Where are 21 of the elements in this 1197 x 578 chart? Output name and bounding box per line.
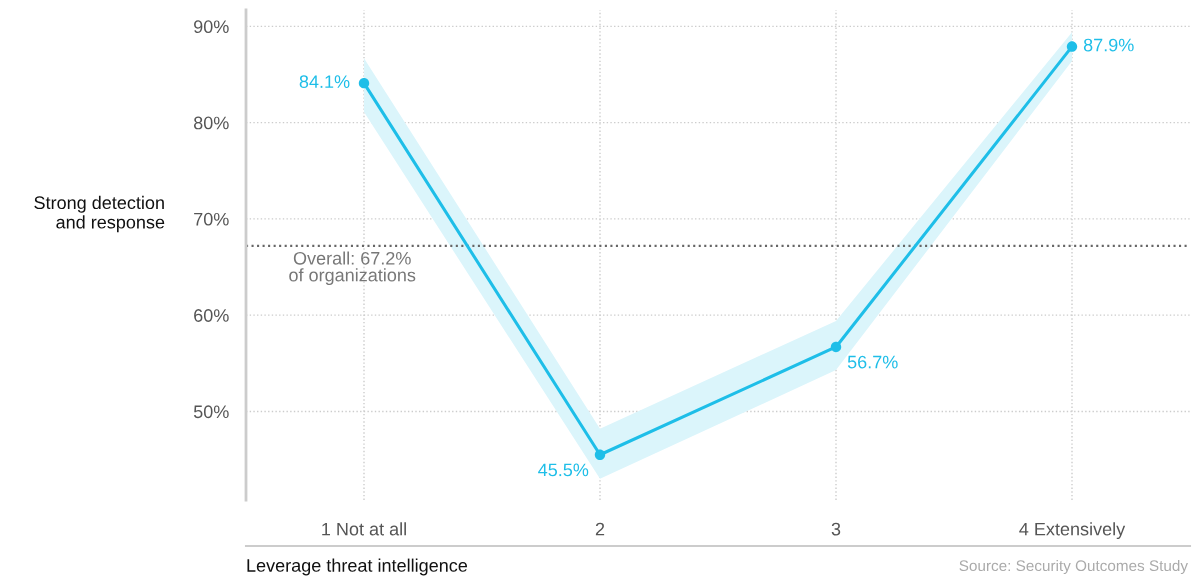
- text: 45.5%: [538, 463, 589, 477]
- ref-line-label: Overall: 67.2% of organizations: [289, 251, 416, 286]
- text: 84.1%: [299, 75, 350, 89]
- source-note: Source: Security Outcomes Study: [959, 559, 1188, 575]
- x-tick-label: 4 Extensively: [1019, 522, 1126, 540]
- y-axis-title: Strong detection and response: [34, 195, 165, 233]
- y-tick-label: 90%: [194, 20, 229, 34]
- y-tick-label: 50%: [193, 405, 229, 419]
- x-tick-label: 1 Not at all: [322, 522, 406, 536]
- point: [358, 77, 370, 89]
- point: [1066, 41, 1078, 52]
- y-tick-label: 70%: [194, 212, 229, 226]
- y-tick-label: 80%: [193, 116, 229, 130]
- y-tick-label: 60%: [194, 309, 229, 322]
- text: 56.7%: [847, 355, 898, 369]
- x-axis-title: Leverage threat intelligence: [247, 558, 468, 576]
- point: [594, 449, 606, 460]
- point: [830, 341, 842, 353]
- x-tick-label: 3: [831, 522, 841, 536]
- text: 87.9%: [1083, 38, 1134, 52]
- x-tick-label: 2: [595, 522, 605, 536]
